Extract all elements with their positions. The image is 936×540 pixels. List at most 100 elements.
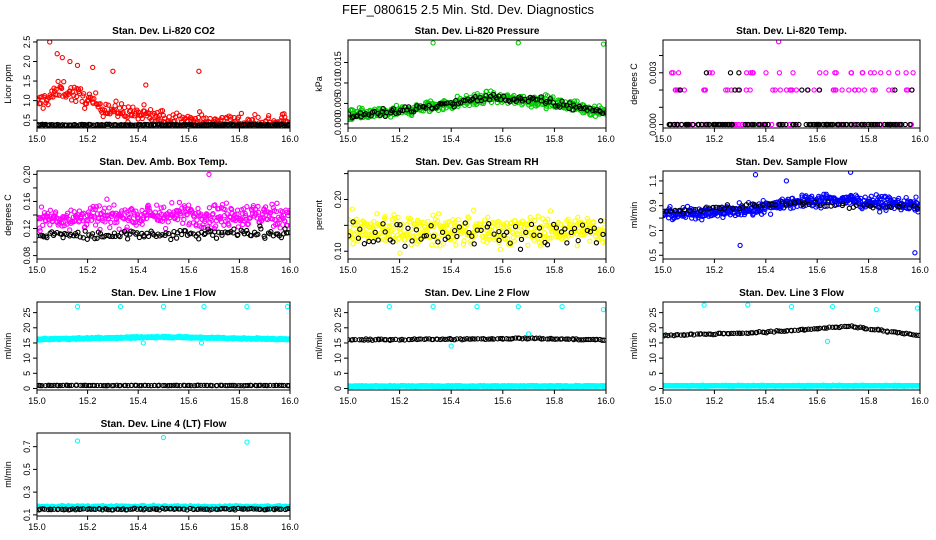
black-point	[485, 336, 492, 342]
black-point	[461, 336, 467, 342]
green-point	[470, 101, 477, 107]
magenta-point	[181, 216, 187, 223]
magenta-point	[96, 215, 102, 222]
y-tick-label: 25	[22, 308, 32, 318]
cyan-point	[117, 303, 124, 310]
magenta-point	[674, 87, 680, 93]
black-point	[130, 122, 136, 128]
black-point	[168, 382, 174, 389]
magenta-point	[267, 210, 274, 216]
yellow-point	[388, 222, 395, 228]
x-tick-label: 15.0	[339, 134, 357, 144]
magenta-point	[143, 215, 150, 222]
black-point	[557, 104, 563, 110]
magenta-point	[672, 87, 679, 93]
y-tick-label: 0.010	[333, 72, 343, 95]
yellow-point	[546, 235, 553, 241]
black-point	[688, 331, 695, 337]
yellow-point	[545, 216, 551, 222]
cyan-point	[515, 303, 521, 310]
magenta-point	[286, 210, 290, 216]
black-point	[698, 331, 704, 337]
magenta-point	[743, 70, 750, 76]
magenta-point	[92, 206, 98, 213]
black-point	[160, 382, 166, 389]
black-point	[434, 104, 440, 110]
magenta-point	[750, 70, 756, 76]
x-tick-label: 15.8	[860, 265, 878, 275]
black-point	[528, 221, 535, 228]
blue-point	[788, 205, 794, 211]
x-tick-label: 15.8	[546, 265, 564, 275]
black-point	[855, 121, 861, 128]
black-point	[183, 122, 189, 128]
black-point	[568, 229, 574, 236]
magenta-point	[725, 87, 731, 93]
black-point	[165, 230, 172, 237]
magenta-point	[770, 87, 776, 93]
magenta-point	[245, 221, 251, 227]
magenta-point	[90, 206, 96, 212]
cyan-point	[914, 305, 920, 311]
black-point	[808, 121, 814, 128]
y-axis-label: ml/min	[3, 333, 13, 360]
panel-title: Stan. Dev. Sample Flow	[736, 157, 848, 168]
yellow-point	[587, 238, 593, 244]
black-point	[418, 236, 424, 242]
black-point	[496, 237, 502, 243]
black-point	[825, 199, 831, 205]
x-tick-label: 15.2	[391, 396, 409, 406]
green-point	[481, 99, 487, 105]
yellow-point	[540, 216, 546, 222]
black-point	[717, 330, 723, 336]
black-point	[177, 122, 184, 128]
black-point	[285, 230, 290, 236]
magenta-point	[860, 70, 866, 76]
black-point	[734, 330, 740, 336]
black-point	[806, 201, 812, 208]
magenta-point	[277, 225, 283, 231]
black-point	[533, 335, 539, 341]
black-point	[211, 121, 217, 128]
yellow-point	[416, 223, 422, 229]
black-point	[740, 204, 746, 210]
x-tick-label: 16.0	[911, 265, 929, 275]
red-point	[41, 93, 48, 99]
cyan-point	[244, 303, 250, 310]
red-point	[61, 79, 67, 85]
magenta-point	[210, 211, 216, 217]
yellow-point	[452, 219, 458, 225]
black-point	[874, 121, 881, 128]
black-point	[732, 87, 738, 93]
yellow-point	[520, 218, 526, 224]
black-point	[363, 111, 369, 117]
x-tick-label: 15.4	[442, 265, 460, 275]
cyan-point	[386, 303, 392, 310]
black-point	[201, 231, 207, 238]
black-point	[876, 204, 882, 210]
black-point	[598, 218, 604, 224]
black-point	[378, 336, 384, 342]
black-point	[726, 331, 732, 337]
yellow-point	[478, 221, 484, 227]
black-point	[829, 121, 835, 128]
blue-point	[716, 204, 722, 211]
black-point	[897, 121, 903, 128]
yellow-point	[349, 206, 355, 212]
yellow-point	[413, 233, 419, 240]
yellow-point	[407, 216, 414, 222]
black-point	[423, 232, 430, 239]
black-point	[903, 330, 909, 336]
cyan-point	[745, 302, 751, 308]
black-point	[267, 382, 273, 389]
black-point	[124, 236, 131, 242]
black-point	[261, 382, 267, 389]
y-tick-label: 20	[22, 323, 32, 333]
black-point	[832, 202, 838, 208]
black-point	[760, 202, 767, 208]
data-points	[37, 303, 290, 389]
black-point	[258, 226, 264, 232]
black-point	[113, 122, 119, 128]
y-axis-label: degrees C	[629, 63, 639, 105]
